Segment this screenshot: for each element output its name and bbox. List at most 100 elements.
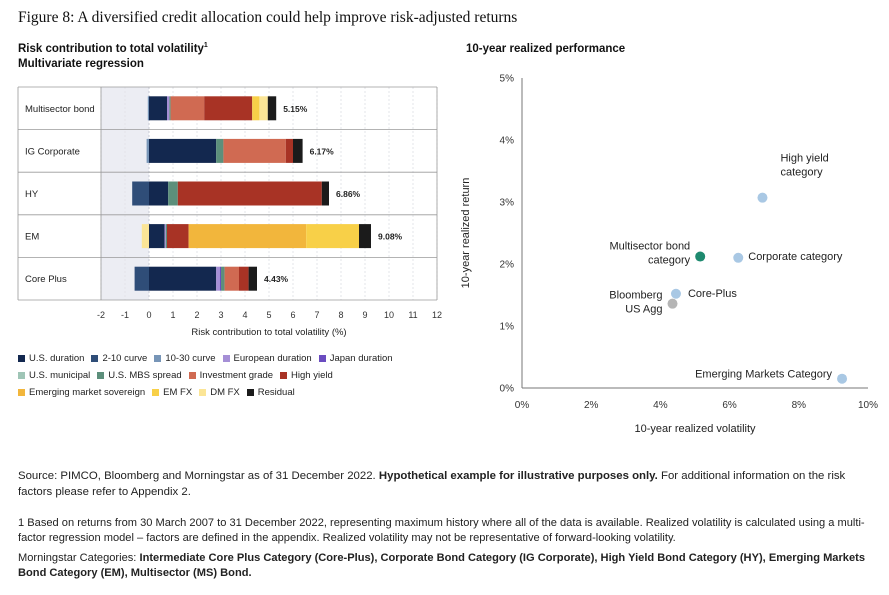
stacked-bar-chart: Multisector bond 5.15% IG Corporate 6.17% HY… (17, 86, 442, 338)
bar-segment (177, 181, 322, 206)
y-tick-label: 4% (500, 136, 515, 147)
legend-item: EM FX (152, 385, 192, 399)
legend-swatch (18, 354, 25, 362)
legend-swatch (246, 388, 254, 396)
legend-swatch (152, 388, 160, 396)
bar-segment (267, 96, 277, 121)
x-tick-label: -2 (97, 310, 105, 320)
legend-item: European duration (222, 351, 312, 365)
bar-segment (168, 181, 178, 206)
bar-segment (219, 266, 221, 291)
bar-segment (134, 266, 149, 291)
legend-label: Residual (257, 386, 295, 398)
source-note-rest: For additional information on the risk f… (18, 470, 846, 498)
x-tick-label: 5 (266, 310, 271, 320)
bar-segment (216, 266, 220, 291)
bar-segment (141, 224, 149, 249)
category-label: IG Corporate (25, 146, 80, 157)
legend-label: 10-30 curve (165, 352, 216, 364)
legend-label: EM FX (163, 386, 193, 398)
legend-label: European duration (233, 352, 312, 364)
left-panel-footnote-mark: 1 (203, 42, 208, 49)
left-panel-title-text: Risk contribution to total volatility (18, 42, 204, 55)
legend-item: 2-10 curve (91, 351, 147, 365)
x-tick-label: 2 (194, 310, 199, 320)
category-label: EM (25, 232, 39, 243)
legend-item: High yield (280, 368, 333, 382)
legend-label: U.S. MBS spread (108, 369, 182, 381)
legend-label: DM FX (210, 386, 240, 398)
legend-item: U.S. duration (18, 351, 84, 365)
bar-segment (149, 138, 217, 163)
x-tick-label: 6% (722, 400, 737, 411)
bar-segment (306, 224, 359, 249)
y-tick-label: 2% (500, 260, 515, 271)
point-label-line: US Agg (625, 304, 662, 316)
scatter-point (670, 288, 681, 299)
x-axis-title: Risk contribution to total volatility (%… (191, 327, 346, 338)
figure-title: Figure 8: A diversified credit allocatio… (18, 9, 518, 26)
x-tick-label: 4% (653, 400, 668, 411)
legend-label: High yield (291, 369, 333, 381)
legend-swatch (318, 354, 326, 362)
legend-item: Residual (246, 385, 295, 399)
footnote: 1 Based on returns from 30 March 2007 to… (18, 517, 865, 544)
x-tick-label: 10 (384, 310, 394, 320)
legend-label: Emerging market sovereign (29, 386, 146, 398)
y-tick-label: 3% (500, 198, 515, 209)
bar-segment (239, 266, 249, 291)
x-tick-label: 1 (170, 310, 175, 320)
bar-segment (321, 181, 329, 206)
legend-label: 2-10 curve (102, 352, 148, 364)
legend-swatch (18, 371, 25, 379)
bar-segment (224, 266, 239, 291)
bar-segment (147, 96, 149, 121)
bar-segment (169, 96, 171, 121)
bar-segment (293, 138, 303, 163)
point-label-line: category (780, 167, 823, 179)
point-label-line: Emerging Markets Category (695, 369, 832, 381)
bar-segment (149, 224, 165, 249)
categories-note-bold: Intermediate Core Plus Category (Core-Pl… (18, 552, 865, 579)
x-tick-label: 10% (858, 400, 878, 411)
x-tick-label: 2% (584, 400, 599, 411)
legend-item: U.S. municipal (18, 368, 90, 382)
bar-segment (204, 96, 253, 121)
x-tick-label: 7 (314, 310, 319, 320)
legend-item: Investment grade (188, 368, 273, 382)
legend-item: 10-30 curve (154, 351, 216, 365)
bar-chart-legend: U.S. duration 2-10 curve 10-30 curve Europe… (18, 351, 458, 399)
point-label-line: Bloomberg (609, 290, 662, 302)
bar-segment (164, 224, 166, 249)
point-label-line: Core-Plus (688, 288, 737, 300)
x-tick-label: 8 (338, 310, 343, 320)
bar-total-label: 6.17% (310, 146, 335, 156)
categories-note: Morningstar Categories: Intermediate Cor… (18, 551, 878, 581)
source-note-text: Source: PIMCO, Bloomberg and Morningstar… (18, 470, 376, 482)
y-tick-label: 1% (500, 322, 515, 333)
legend-label: Japan duration (329, 352, 393, 364)
point-label: Corporate category (748, 251, 843, 263)
category-label: HY (25, 189, 39, 200)
x-axis-title: 10-year realized volatility (634, 423, 756, 435)
legend-swatch (154, 354, 162, 362)
bar-segment (132, 181, 149, 206)
bar-segment (170, 96, 205, 121)
x-tick-label: 3 (218, 310, 223, 320)
bar-segment (188, 224, 307, 249)
legend-swatch (222, 354, 230, 362)
x-tick-label: 4 (242, 310, 247, 320)
category-label: Multisector bond (25, 104, 95, 115)
bar-segment (149, 181, 169, 206)
category-label: Core Plus (25, 274, 67, 285)
left-panel-title: Risk contribution to total volatility1 (18, 42, 208, 55)
bar-segment (216, 138, 224, 163)
legend-item: DM FX (199, 385, 240, 399)
point-label: High yield category (780, 153, 828, 179)
y-axis-title: 10-year realized return (460, 178, 472, 289)
point-label-line: Corporate category (748, 251, 843, 263)
legend-item: U.S. MBS spread (97, 368, 182, 382)
legend-swatch (188, 371, 196, 379)
legend-item: Emerging market sovereign (18, 385, 145, 399)
point-label-line: category (648, 255, 691, 267)
